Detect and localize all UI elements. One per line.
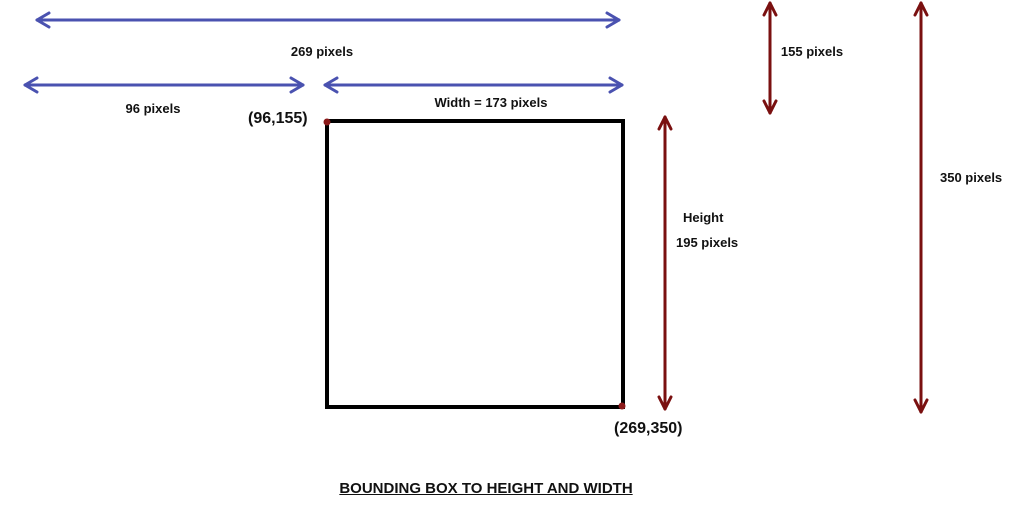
vertical-arrow-top-offset [762, 1, 778, 115]
label-left-offset: 96 pixels [125, 101, 181, 116]
horizontal-arrow-left-offset [23, 76, 305, 94]
label-top-offset: 155 pixels [780, 44, 844, 59]
label-width: Width = 173 pixels [434, 95, 548, 110]
bounding-box [325, 119, 625, 409]
horizontal-arrow-total-x [35, 11, 621, 29]
label-total-x: 269 pixels [290, 44, 354, 59]
vertical-arrow-total-y [913, 1, 929, 414]
label-height-word: Height [683, 210, 724, 225]
vertical-arrow-height [657, 115, 673, 411]
coordinate-bottom-right: (269,350) [614, 420, 683, 437]
label-total-y: 350 pixels [940, 170, 1003, 185]
corner-point-top-left [323, 118, 331, 126]
label-height-value: 195 pixels [676, 235, 739, 250]
horizontal-arrow-width [323, 76, 624, 94]
corner-point-bottom-right [618, 402, 626, 410]
diagram-title: BOUNDING BOX TO HEIGHT AND WIDTH [339, 480, 633, 497]
coordinate-top-left: (96,155) [248, 110, 308, 127]
